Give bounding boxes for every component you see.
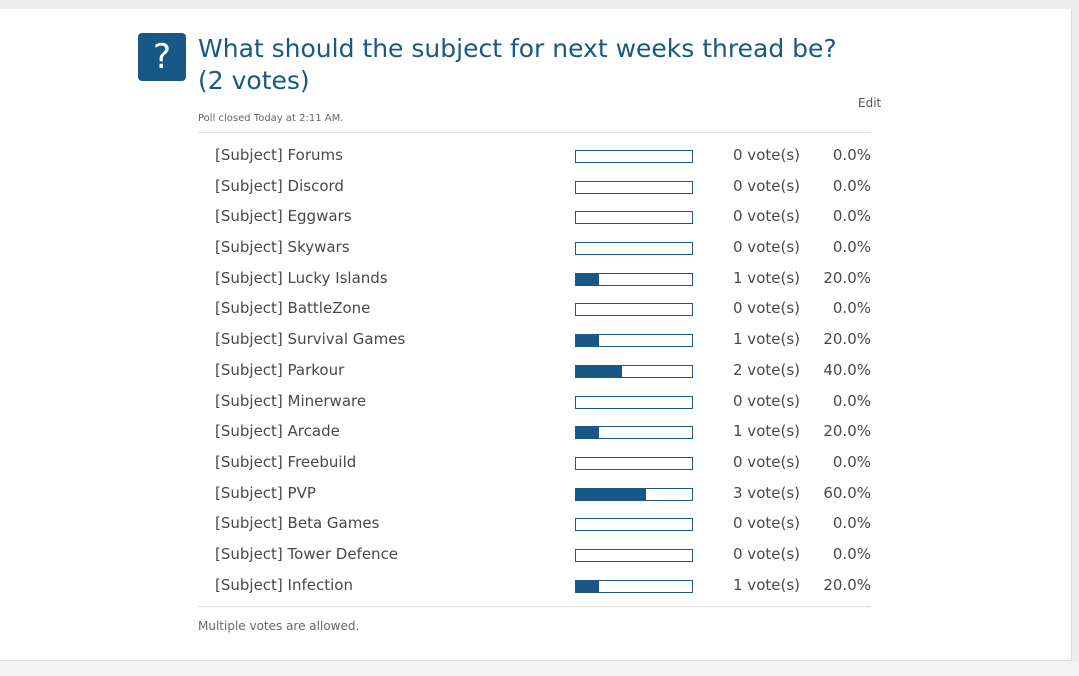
vote-count: 0 vote(s) [733,238,800,257]
poll-option-label: [Subject] Lucky Islands [215,268,388,287]
vote-percentage-bar [575,579,693,593]
poll-results-list: [Subject] Forums 0 vote(s) 0.0% [Subject] D… [198,140,871,600]
vote-count: 3 vote(s) [733,483,800,502]
poll-option-label: [Subject] Eggwars [215,207,352,226]
poll-result-row: [Subject] Tower Defence 0 vote(s) 0.0% [198,539,871,570]
edit-poll-link[interactable]: Edit [858,96,882,110]
vote-percentage: 0.0% [832,238,871,257]
vote-percentage-bar [575,211,693,225]
vote-count: 1 vote(s) [733,422,800,441]
vote-percentage: 60.0% [823,483,871,502]
poll-result-row: [Subject] PVP 3 vote(s) 60.0% [198,478,871,509]
page-bottom-strip [0,661,1079,676]
vote-count: 0 vote(s) [733,514,800,533]
vote-count: 0 vote(s) [733,176,800,195]
vote-percentage-bar [575,364,693,378]
vote-count: 0 vote(s) [733,207,800,226]
poll-option-label: [Subject] Skywars [215,238,350,257]
vote-percentage-bar [575,395,693,409]
vote-count: 1 vote(s) [733,330,800,349]
poll-option-label: [Subject] Parkour [215,360,345,379]
vote-count: 1 vote(s) [733,575,800,594]
vote-percentage: 20.0% [823,422,871,441]
poll-result-row: [Subject] Freebuild 0 vote(s) 0.0% [198,447,871,478]
vote-percentage-bar-fill [576,427,600,439]
vote-percentage-bar [575,487,693,501]
poll-result-row: [Subject] Arcade 1 vote(s) 20.0% [198,416,871,447]
poll-option-label: [Subject] Discord [215,176,344,195]
poll-option-label: [Subject] BattleZone [215,299,371,318]
results-divider-bottom [198,606,871,607]
vote-percentage-bar [575,303,693,317]
vote-percentage: 0.0% [832,299,871,318]
poll-option-label: [Subject] Minerware [215,391,367,410]
question-icon: ? [138,33,186,81]
poll-result-row: [Subject] Beta Games 0 vote(s) 0.0% [198,508,871,539]
poll-option-label: [Subject] Beta Games [215,514,380,533]
vote-percentage: 20.0% [823,575,871,594]
poll-option-label: [Subject] Forums [215,146,343,164]
poll-status: Poll closed Today at 2:11 AM. [198,113,344,124]
poll-result-row: [Subject] Survival Games 1 vote(s) 20.0% [198,324,871,355]
vote-percentage: 0.0% [832,452,871,471]
poll-panel [0,9,1072,661]
poll-result-row: [Subject] Forums 0 vote(s) 0.0% [198,140,871,171]
vote-percentage-bar [575,334,693,348]
poll-option-label: [Subject] Arcade [215,422,340,441]
poll-footnote: Multiple votes are allowed. [198,619,360,633]
poll-result-row: [Subject] Lucky Islands 1 vote(s) 20.0% [198,263,871,294]
vote-percentage: 20.0% [823,268,871,287]
vote-percentage: 0.0% [832,391,871,410]
poll-result-row: [Subject] BattleZone 0 vote(s) 0.0% [198,293,871,324]
poll-option-label: [Subject] PVP [215,483,316,502]
vote-percentage-bar [575,180,693,194]
vote-percentage-bar [575,242,693,256]
poll-result-row: [Subject] Infection 1 vote(s) 20.0% [198,570,871,601]
vote-count: 0 vote(s) [733,391,800,410]
vote-percentage-bar [575,426,693,440]
poll-title: What should the subject for next weeks t… [198,34,837,95]
poll-result-row: [Subject] Minerware 0 vote(s) 0.0% [198,386,871,417]
vote-percentage: 0.0% [832,207,871,226]
vote-count: 0 vote(s) [733,544,800,563]
vote-percentage: 0.0% [832,176,871,195]
vote-percentage-bar-fill [576,273,600,285]
vote-percentage-bar [575,518,693,532]
vote-percentage-bar-fill [576,580,600,592]
vote-count: 1 vote(s) [733,268,800,287]
results-divider-top [198,132,871,133]
vote-percentage-bar-fill [576,335,600,347]
vote-count: 2 vote(s) [733,360,800,379]
vote-percentage: 20.0% [823,330,871,349]
vote-percentage-bar [575,150,693,163]
vote-percentage: 0.0% [832,544,871,563]
vote-count: 0 vote(s) [733,299,800,318]
vote-percentage-bar-fill [576,488,646,500]
poll-result-row: [Subject] Parkour 2 vote(s) 40.0% [198,355,871,386]
poll-option-label: [Subject] Tower Defence [215,544,399,563]
vote-percentage-bar [575,272,693,286]
vote-percentage-bar [575,548,693,562]
poll-option-label: [Subject] Infection [215,575,353,594]
vote-count: 0 vote(s) [733,146,800,164]
poll-result-row: [Subject] Eggwars 0 vote(s) 0.0% [198,201,871,232]
poll-result-row: [Subject] Discord 0 vote(s) 0.0% [198,171,871,202]
vote-percentage-bar [575,456,693,470]
vote-percentage: 0.0% [832,514,871,533]
vote-percentage: 0.0% [832,146,871,164]
vote-percentage-bar-fill [576,365,623,377]
poll-result-row: [Subject] Skywars 0 vote(s) 0.0% [198,232,871,263]
vote-count: 0 vote(s) [733,452,800,471]
vote-percentage: 40.0% [823,360,871,379]
poll-option-label: [Subject] Freebuild [215,452,357,471]
poll-option-label: [Subject] Survival Games [215,330,406,349]
